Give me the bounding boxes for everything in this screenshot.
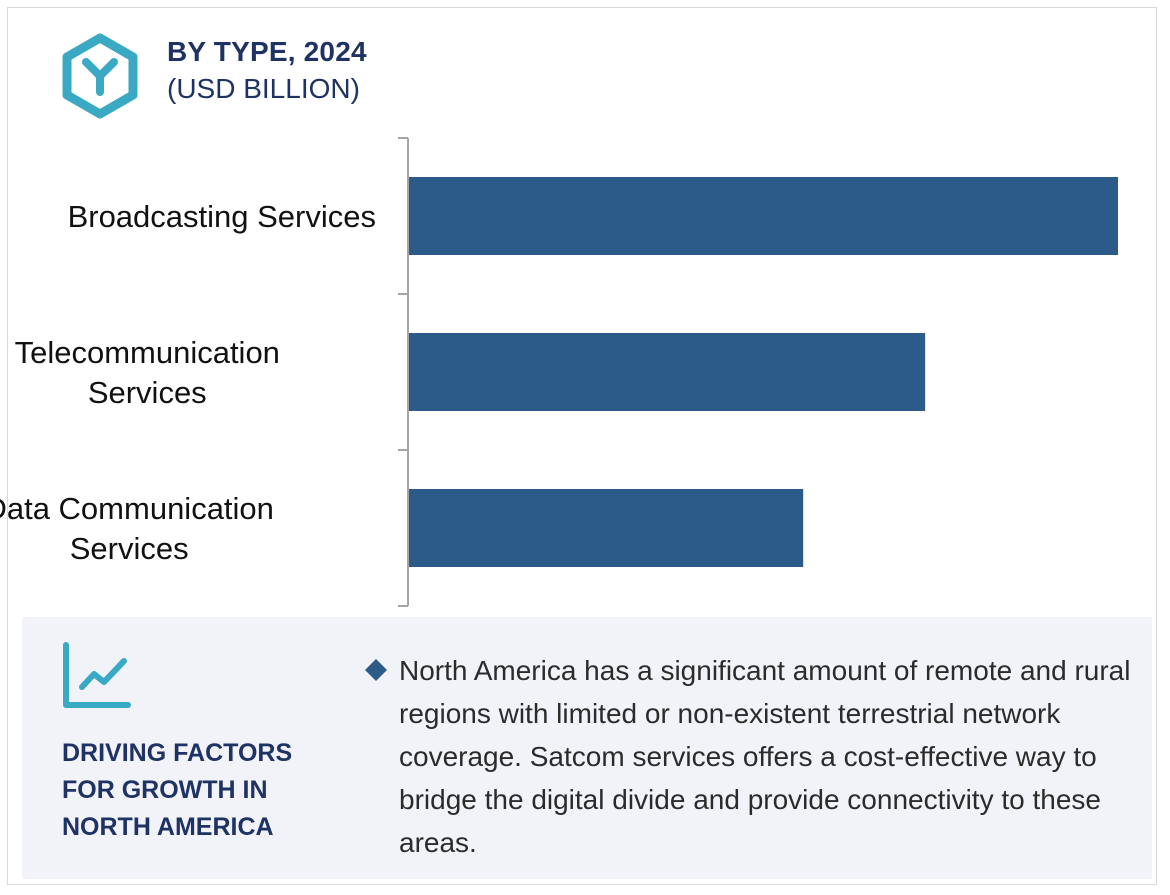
driving-factors-panel: DRIVING FACTORS FOR GROWTH IN NORTH AMER… [22,617,1152,879]
category-label-line: Services [88,375,207,410]
driving-factors-title: DRIVING FACTORS FOR GROWTH IN NORTH AMER… [62,739,293,841]
bar-1 [409,333,926,411]
category-label-line: Data Communication [0,491,274,526]
category-label-1: Telecommunication Services [15,335,280,410]
chart-title: BY TYPE, 2024 [167,36,367,67]
category-label-line: Broadcasting Services [68,199,376,234]
bar-chart: Broadcasting Services Telecommunication Se… [0,137,1118,607]
driving-factors-text: North America has a significant amount o… [399,655,1131,858]
category-label-line: Telecommunication [15,335,280,370]
category-label-line: Services [70,531,189,566]
category-label-0: Broadcasting Services [68,199,376,234]
bar-2 [409,489,804,567]
bar-0 [409,177,1118,255]
chart-subtitle: (USD BILLION) [167,73,360,104]
cube-y-icon [60,32,140,120]
trend-chart-icon [62,641,132,711]
category-label-2: Data Communication Services [0,491,274,566]
diamond-bullet-icon [365,659,387,681]
